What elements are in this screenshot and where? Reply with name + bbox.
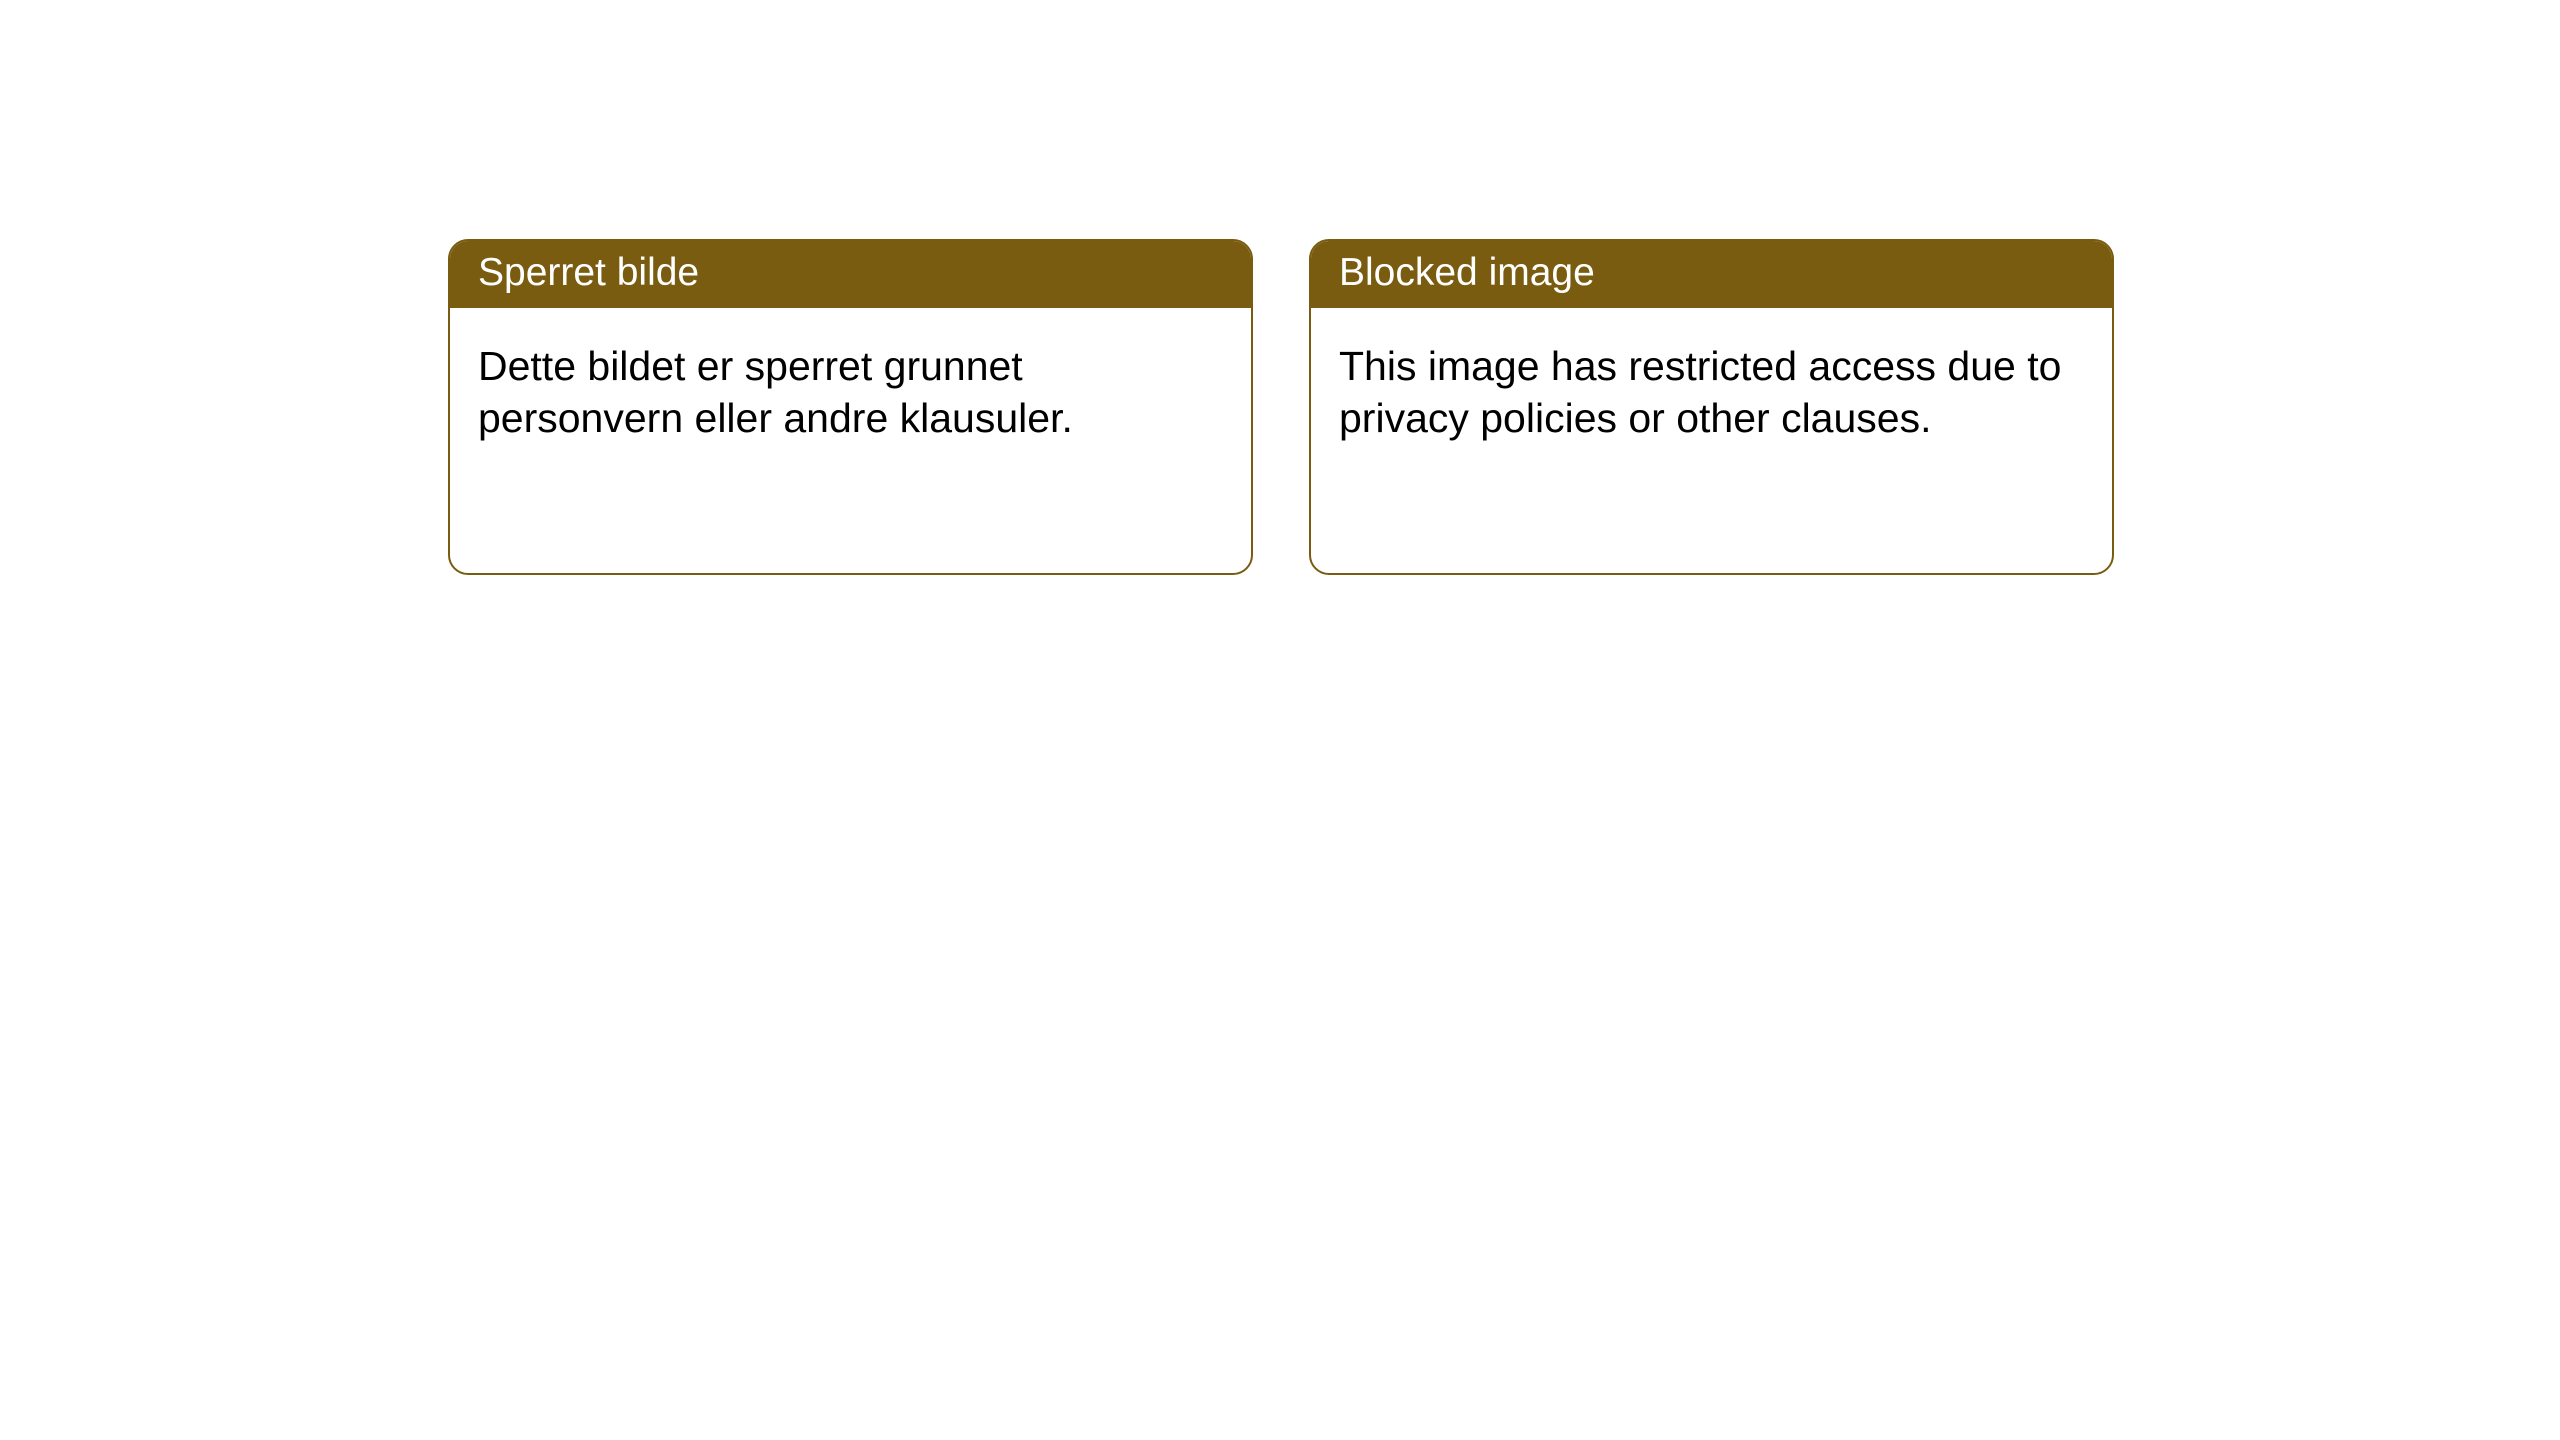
notice-body-english: This image has restricted access due to … (1311, 308, 2112, 477)
notice-body-norwegian: Dette bildet er sperret grunnet personve… (450, 308, 1251, 477)
notice-title: Blocked image (1339, 251, 1595, 294)
notice-header-english: Blocked image (1311, 241, 2112, 308)
notice-card-norwegian: Sperret bilde Dette bildet er sperret gr… (448, 239, 1253, 575)
notice-header-norwegian: Sperret bilde (450, 241, 1251, 308)
notice-text: Dette bildet er sperret grunnet personve… (478, 343, 1073, 441)
notice-title: Sperret bilde (478, 251, 699, 294)
notice-card-english: Blocked image This image has restricted … (1309, 239, 2114, 575)
notice-container: Sperret bilde Dette bildet er sperret gr… (448, 239, 2114, 575)
notice-text: This image has restricted access due to … (1339, 343, 2061, 441)
